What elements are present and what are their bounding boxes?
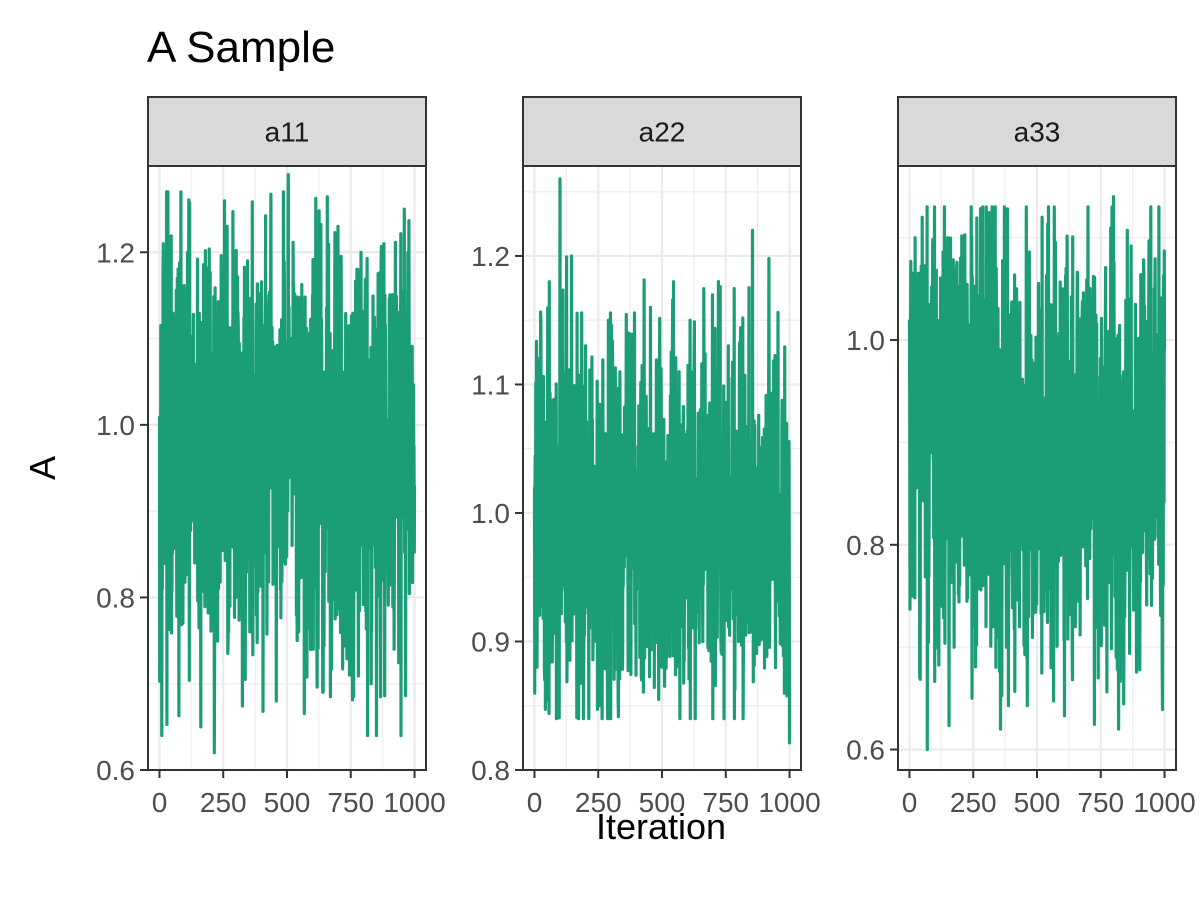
y-tick-label: 1.0 bbox=[96, 410, 135, 441]
facet-panels: a11 0 250 500 750 1000 0.6 0.8 1.0 1.2 a22 0 250 500 7… bbox=[96, 96, 1196, 818]
x-axis-title: Iteration bbox=[596, 806, 726, 847]
trace-line-a33 bbox=[907, 195, 1167, 752]
x-tick-label: 750 bbox=[1077, 787, 1124, 818]
facet-strip-label: a33 bbox=[1014, 117, 1061, 148]
y-tick-label: 0.8 bbox=[846, 530, 885, 561]
y-tick-label: 1.2 bbox=[471, 241, 510, 272]
y-tick-label: 0.6 bbox=[96, 755, 135, 786]
y-tick-label: 1.1 bbox=[471, 369, 510, 400]
x-tick-label: 750 bbox=[327, 787, 374, 818]
x-tick-label: 0 bbox=[902, 787, 918, 818]
y-tick-label: 0.9 bbox=[471, 626, 510, 657]
x-tick-label: 1000 bbox=[1133, 787, 1195, 818]
facet-panel-a11: a11 0 250 500 750 1000 0.6 0.8 1.0 1.2 bbox=[96, 96, 446, 818]
x-tick-label: 500 bbox=[639, 787, 686, 818]
facet-strip bbox=[147, 96, 427, 167]
x-tick-label: 250 bbox=[575, 787, 622, 818]
x-tick-label: 500 bbox=[1014, 787, 1061, 818]
facet-panel-a22: a22 0 250 500 750 1000 0.8 0.9 1.0 1.1 1.2 bbox=[471, 96, 821, 818]
trace-line-a22 bbox=[532, 177, 792, 745]
x-tick-label: 750 bbox=[702, 787, 749, 818]
y-tick-label: 0.6 bbox=[846, 735, 885, 766]
y-tick-label: 0.8 bbox=[471, 755, 510, 786]
y-tick-label: 1.2 bbox=[96, 237, 135, 268]
x-tick-label: 1000 bbox=[383, 787, 445, 818]
facet-strip-label: a11 bbox=[265, 117, 310, 148]
facet-panel-a33: a33 0 250 500 750 1000 0.6 0.8 1.0 bbox=[846, 96, 1196, 818]
trace-line-a11 bbox=[157, 173, 417, 755]
x-tick-label: 500 bbox=[264, 787, 311, 818]
x-tick-label: 0 bbox=[152, 787, 168, 818]
x-tick-label: 250 bbox=[200, 787, 247, 818]
x-tick-label: 250 bbox=[950, 787, 997, 818]
facet-strip-label: a22 bbox=[639, 117, 686, 148]
y-tick-label: 1.0 bbox=[846, 325, 885, 356]
y-tick-label: 1.0 bbox=[471, 498, 510, 529]
x-tick-label: 0 bbox=[527, 787, 543, 818]
x-tick-label: 1000 bbox=[758, 787, 820, 818]
y-tick-label: 0.8 bbox=[96, 582, 135, 613]
y-axis-title: A bbox=[22, 456, 63, 480]
facet-strip bbox=[897, 96, 1177, 167]
chart-title: A Sample bbox=[147, 23, 335, 72]
